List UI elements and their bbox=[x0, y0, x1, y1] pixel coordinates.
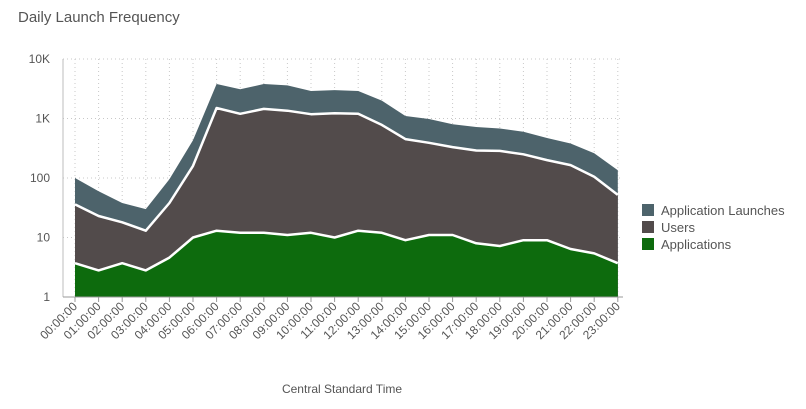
legend-swatch-application-launches bbox=[642, 204, 654, 216]
chart-title: Daily Launch Frequency bbox=[18, 9, 180, 26]
y-tick-label: 1K bbox=[35, 112, 50, 126]
legend: Application Launches Users Applications bbox=[642, 203, 785, 252]
legend-swatch-applications bbox=[642, 238, 654, 250]
y-tick-label: 10K bbox=[29, 52, 50, 66]
x-axis-label: Central Standard Time bbox=[282, 382, 402, 396]
area-applications bbox=[75, 230, 618, 297]
y-tick-label: 1 bbox=[43, 290, 50, 304]
y-tick-label: 100 bbox=[30, 171, 50, 185]
legend-label-applications: Applications bbox=[661, 237, 732, 252]
series-line-applications bbox=[74, 229, 619, 272]
legend-label-users: Users bbox=[661, 220, 695, 235]
y-tick-label: 10 bbox=[37, 231, 51, 245]
legend-swatch-users bbox=[642, 221, 654, 233]
legend-label-application-launches: Application Launches bbox=[661, 203, 785, 218]
series-line-users bbox=[74, 106, 619, 232]
area-layer bbox=[74, 84, 619, 297]
